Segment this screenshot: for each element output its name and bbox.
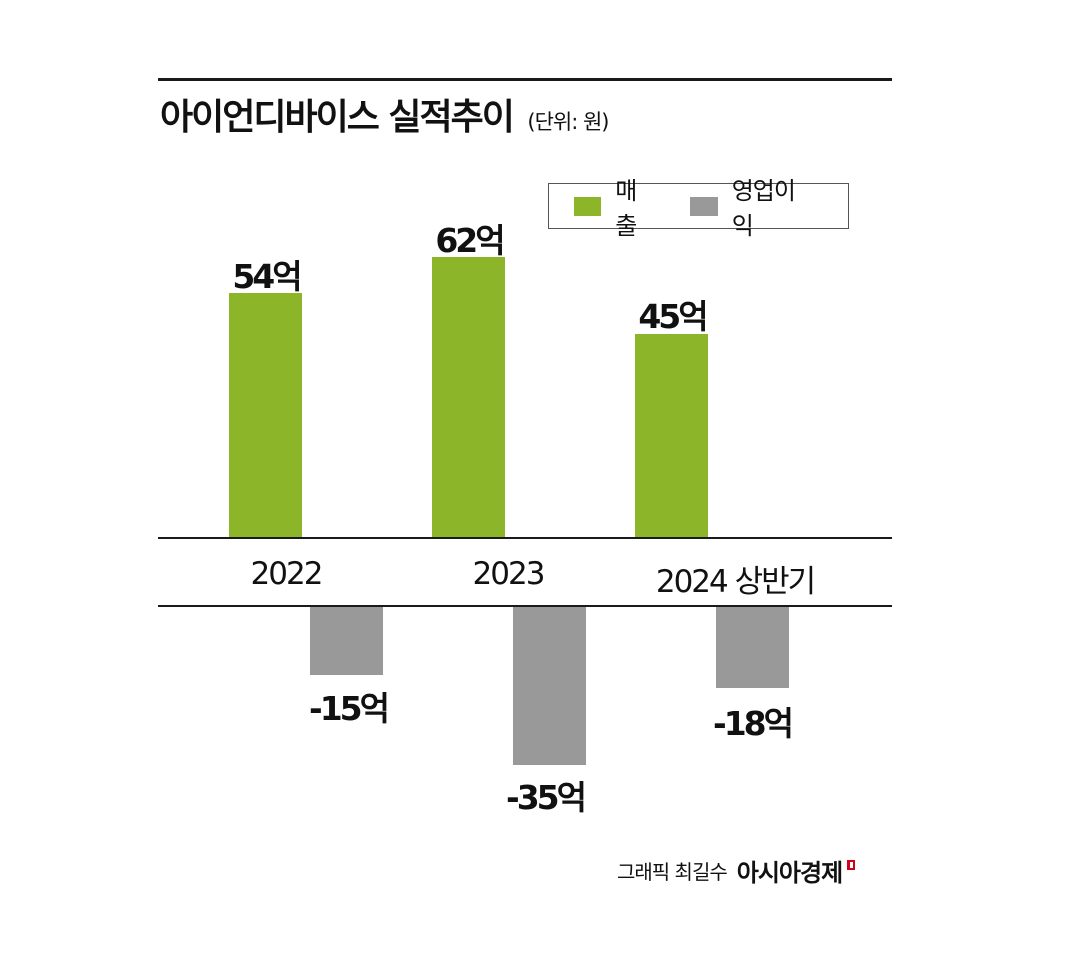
legend-label-profit: 영업이익 [731, 177, 796, 240]
brand-logo: 아시아경제 [736, 859, 843, 887]
profit-bar-2022 [310, 607, 383, 675]
revenue-bar-2023 [432, 257, 505, 538]
x-label-2024h1: 2024 상반기 [655, 564, 816, 600]
top-rule [158, 78, 892, 81]
legend-item-profit: 영업이익 [690, 171, 814, 241]
lower-axis-line [158, 605, 892, 607]
legend-label-revenue: 매출 [615, 177, 637, 240]
chart-title: 아이언디바이스 실적추이 (단위: 원) [160, 88, 610, 140]
footer-credit: 그래픽 최길수 아시아경제 [617, 853, 856, 888]
brand-mark-icon [847, 859, 856, 870]
revenue-swatch-icon [574, 196, 602, 216]
profit-bar-2023 [513, 607, 586, 765]
profit-value-2022: -15억 [309, 689, 390, 728]
profit-value-2023: -35억 [506, 778, 587, 817]
revenue-value-2022: 54억 [232, 257, 302, 296]
profit-bar-2024h1 [716, 607, 789, 688]
revenue-value-2023: 62억 [435, 221, 505, 260]
revenue-bar-2022 [229, 293, 302, 538]
unit-label: (단위: 원) [527, 110, 609, 134]
revenue-value-2024h1: 45억 [638, 297, 708, 336]
title-text: 아이언디바이스 실적추이 [160, 97, 515, 138]
revenue-bar-2024h1 [635, 334, 708, 538]
x-label-2022: 2022 [250, 556, 324, 592]
x-label-2023: 2023 [472, 556, 546, 592]
legend-item-revenue: 매출 [574, 171, 656, 241]
graphic-credit: 그래픽 최길수 [617, 860, 728, 884]
profit-value-2024h1: -18억 [713, 704, 794, 743]
profit-swatch-icon [690, 196, 718, 216]
legend: 매출 영업이익 [548, 177, 849, 240]
upper-axis-line [158, 537, 892, 539]
